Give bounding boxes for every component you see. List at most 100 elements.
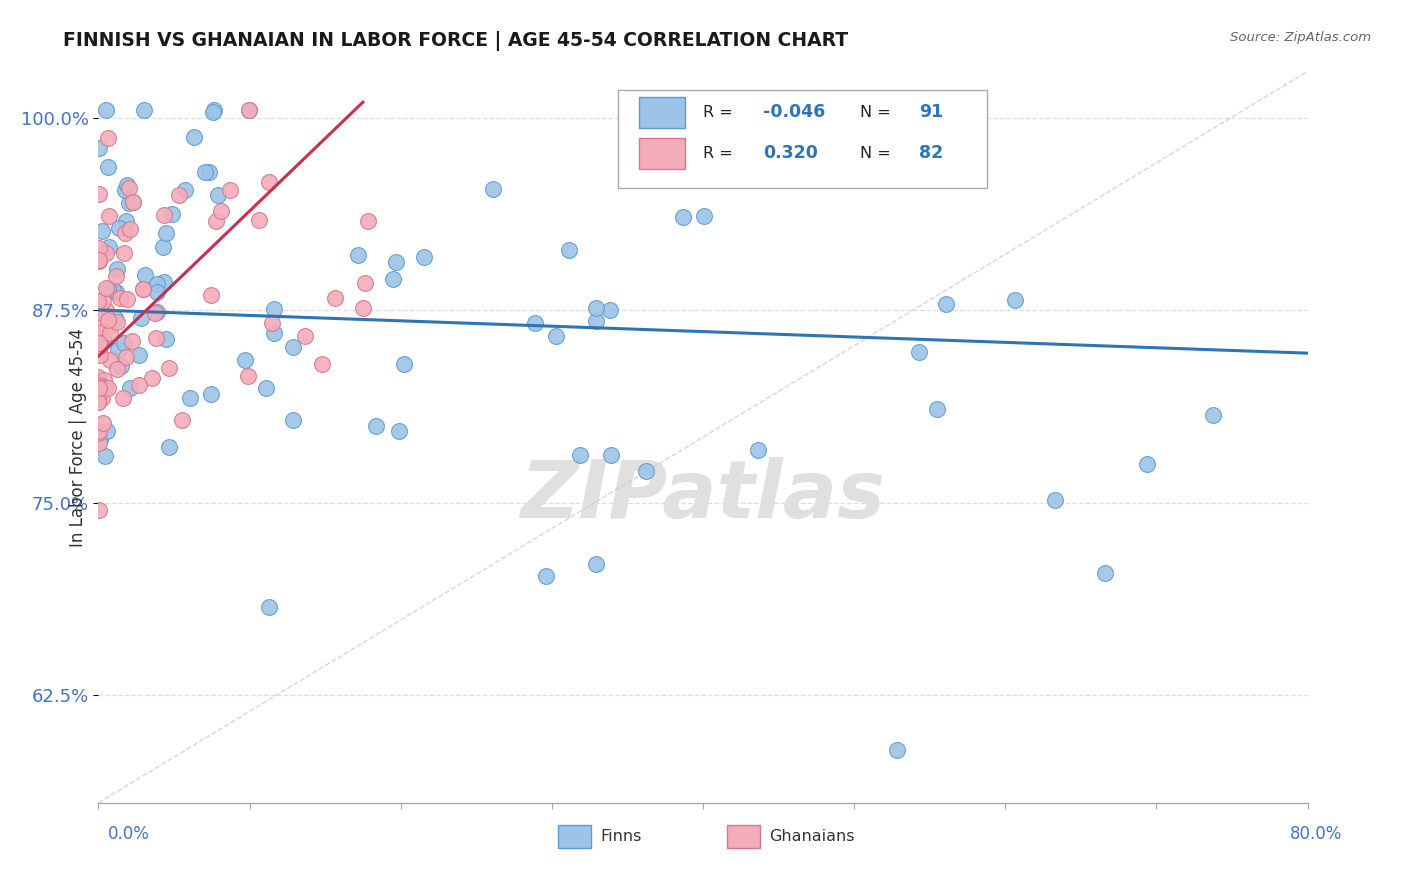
Point — [118, 222, 141, 236]
Point — [600, 448, 623, 462]
Point — [236, 369, 259, 384]
Point — [672, 210, 695, 224]
Point — [747, 443, 769, 458]
Point — [325, 291, 347, 305]
Point — [263, 302, 285, 317]
Point — [91, 391, 114, 405]
Text: Source: ZipAtlas.com: Source: ZipAtlas.com — [1230, 31, 1371, 45]
Point — [87, 318, 110, 332]
Point — [105, 315, 128, 329]
FancyBboxPatch shape — [619, 90, 987, 188]
Point — [364, 419, 387, 434]
Point — [1045, 493, 1067, 508]
Text: -0.046: -0.046 — [763, 103, 825, 121]
Point — [96, 312, 118, 326]
Point — [155, 226, 177, 240]
Point — [115, 178, 138, 193]
Text: 91: 91 — [920, 103, 943, 121]
Point — [204, 214, 226, 228]
Text: FINNISH VS GHANAIAN IN LABOR FORCE | AGE 45-54 CORRELATION CHART: FINNISH VS GHANAIAN IN LABOR FORCE | AGE… — [63, 31, 848, 51]
Point — [87, 311, 110, 326]
Point — [93, 373, 115, 387]
Point — [128, 378, 150, 392]
Point — [94, 449, 117, 463]
Point — [87, 503, 110, 517]
Point — [89, 300, 111, 314]
Point — [121, 334, 143, 348]
Point — [87, 395, 110, 409]
Point — [87, 249, 110, 263]
Point — [131, 282, 153, 296]
Point — [97, 381, 120, 395]
Point — [412, 250, 434, 264]
Point — [94, 103, 117, 117]
Bar — [558, 825, 591, 848]
Point — [87, 304, 110, 318]
Point — [89, 254, 111, 268]
Point — [104, 310, 127, 325]
Point — [87, 335, 110, 350]
Text: 82: 82 — [920, 145, 943, 162]
Point — [385, 255, 408, 269]
Point — [925, 402, 948, 417]
Point — [143, 306, 166, 320]
Point — [96, 245, 118, 260]
Point — [122, 195, 145, 210]
Bar — [638, 97, 685, 128]
Point — [523, 317, 546, 331]
Text: Ghanaians: Ghanaians — [769, 829, 855, 844]
Point — [97, 131, 120, 145]
Point — [311, 357, 333, 371]
Point — [112, 246, 135, 260]
Point — [90, 378, 112, 392]
Point — [692, 209, 714, 223]
Point — [98, 240, 121, 254]
Point — [107, 343, 129, 357]
Point — [104, 285, 127, 299]
Point — [294, 328, 316, 343]
Bar — [727, 825, 759, 848]
Point — [908, 345, 931, 359]
Text: 0.320: 0.320 — [763, 145, 818, 162]
Point — [381, 271, 404, 285]
Point — [585, 314, 607, 328]
Point — [89, 435, 111, 450]
Point — [146, 285, 169, 300]
Point — [97, 161, 120, 175]
Point — [101, 283, 124, 297]
Point — [155, 332, 177, 346]
Point — [104, 268, 127, 283]
Point — [128, 348, 150, 362]
Point — [89, 380, 111, 394]
Point — [281, 340, 304, 354]
Point — [392, 357, 415, 371]
Point — [599, 302, 621, 317]
Point — [94, 303, 117, 318]
Point — [89, 187, 111, 202]
Point — [97, 209, 120, 223]
Point — [87, 241, 110, 255]
Point — [97, 282, 120, 296]
Point — [89, 310, 111, 324]
Point — [87, 379, 110, 393]
Point — [111, 391, 134, 405]
Point — [87, 310, 110, 324]
Point — [132, 103, 155, 117]
Point — [197, 165, 219, 179]
Point — [388, 424, 411, 438]
Text: N =: N = — [860, 145, 891, 161]
Point — [129, 310, 152, 325]
Point — [93, 334, 115, 348]
Point — [108, 291, 131, 305]
Point — [357, 213, 380, 227]
Point — [87, 324, 110, 338]
Point — [179, 391, 201, 405]
Point — [141, 371, 163, 385]
Point — [152, 208, 174, 222]
Point — [558, 243, 581, 257]
Point — [115, 292, 138, 306]
Point — [87, 424, 110, 438]
Point — [247, 212, 270, 227]
Point — [87, 369, 110, 384]
Point — [122, 195, 145, 210]
